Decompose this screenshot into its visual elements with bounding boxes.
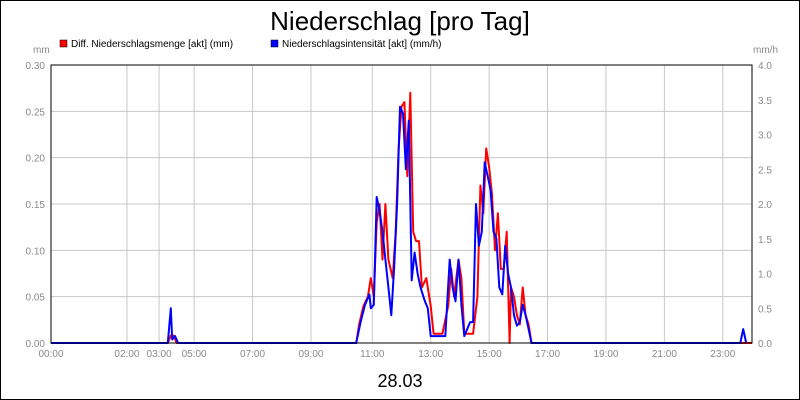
x-tick-label: 13:00 — [418, 349, 443, 360]
right-axis-unit: mm/h — [753, 45, 778, 56]
y-left-tick-label: 0.30 — [26, 61, 46, 72]
legend-label-amount: Diff. Niederschlagsmenge [akt] (mm) — [71, 39, 233, 50]
y-right-tick-label: 3.0 — [758, 131, 772, 142]
x-tick-label: 15:00 — [477, 349, 502, 360]
series-lines — [51, 91, 752, 344]
y-left-tick-label: 0.05 — [26, 293, 46, 304]
y-right-tick-label: 0.0 — [758, 339, 772, 350]
x-tick-label: 09:00 — [298, 349, 323, 360]
y-right-tick-label: 2.0 — [758, 200, 772, 211]
x-tick-label: 11:00 — [360, 349, 385, 360]
y-left-tick-label: 0.10 — [26, 246, 46, 257]
y-left-tick-label: 0.25 — [26, 107, 46, 118]
x-tick-label: 03:00 — [147, 349, 172, 360]
legend-swatch-red — [59, 39, 68, 48]
x-tick-label: 02:00 — [114, 349, 139, 360]
grid — [51, 65, 752, 343]
y-left-tick-label: 0.15 — [26, 200, 46, 211]
x-tick-label: 23:00 — [710, 349, 735, 360]
y-right-tick-label: 4.0 — [758, 61, 772, 72]
series-line-intensity — [51, 105, 748, 344]
x-tick-label: 00:00 — [38, 349, 63, 360]
legend-label-intensity: Niederschlagsintensität [akt] (mm/h) — [282, 39, 442, 50]
y-left-tick-label: 0.00 — [26, 339, 46, 350]
x-tick-label: 05:00 — [182, 349, 207, 360]
plot-border — [50, 64, 753, 344]
y-right-tick-label: 0.5 — [758, 304, 772, 315]
x-tick-label: 21:00 — [652, 349, 677, 360]
date-label: 28.03 — [377, 371, 422, 391]
x-tick-label: 17:00 — [535, 349, 560, 360]
x-tick-label: 07:00 — [240, 349, 265, 360]
legend-swatch-blue — [270, 39, 279, 48]
x-tick-label: 19:00 — [593, 349, 618, 360]
y-right-tick-label: 1.5 — [758, 235, 772, 246]
y-right-tick-label: 2.5 — [758, 165, 772, 176]
left-axis-unit: mm — [33, 45, 50, 56]
y-right-tick-label: 3.5 — [758, 96, 772, 107]
axis-tick-labels: 0.00 0.05 0.10 0.15 0.20 0.25 0.30 0.0 0.5 1.0 1.5… — [26, 61, 773, 360]
y-right-tick-label: 1.0 — [758, 270, 772, 281]
y-left-tick-label: 0.20 — [26, 154, 46, 165]
chart-title: Niederschlag [pro Tag] — [270, 6, 530, 36]
